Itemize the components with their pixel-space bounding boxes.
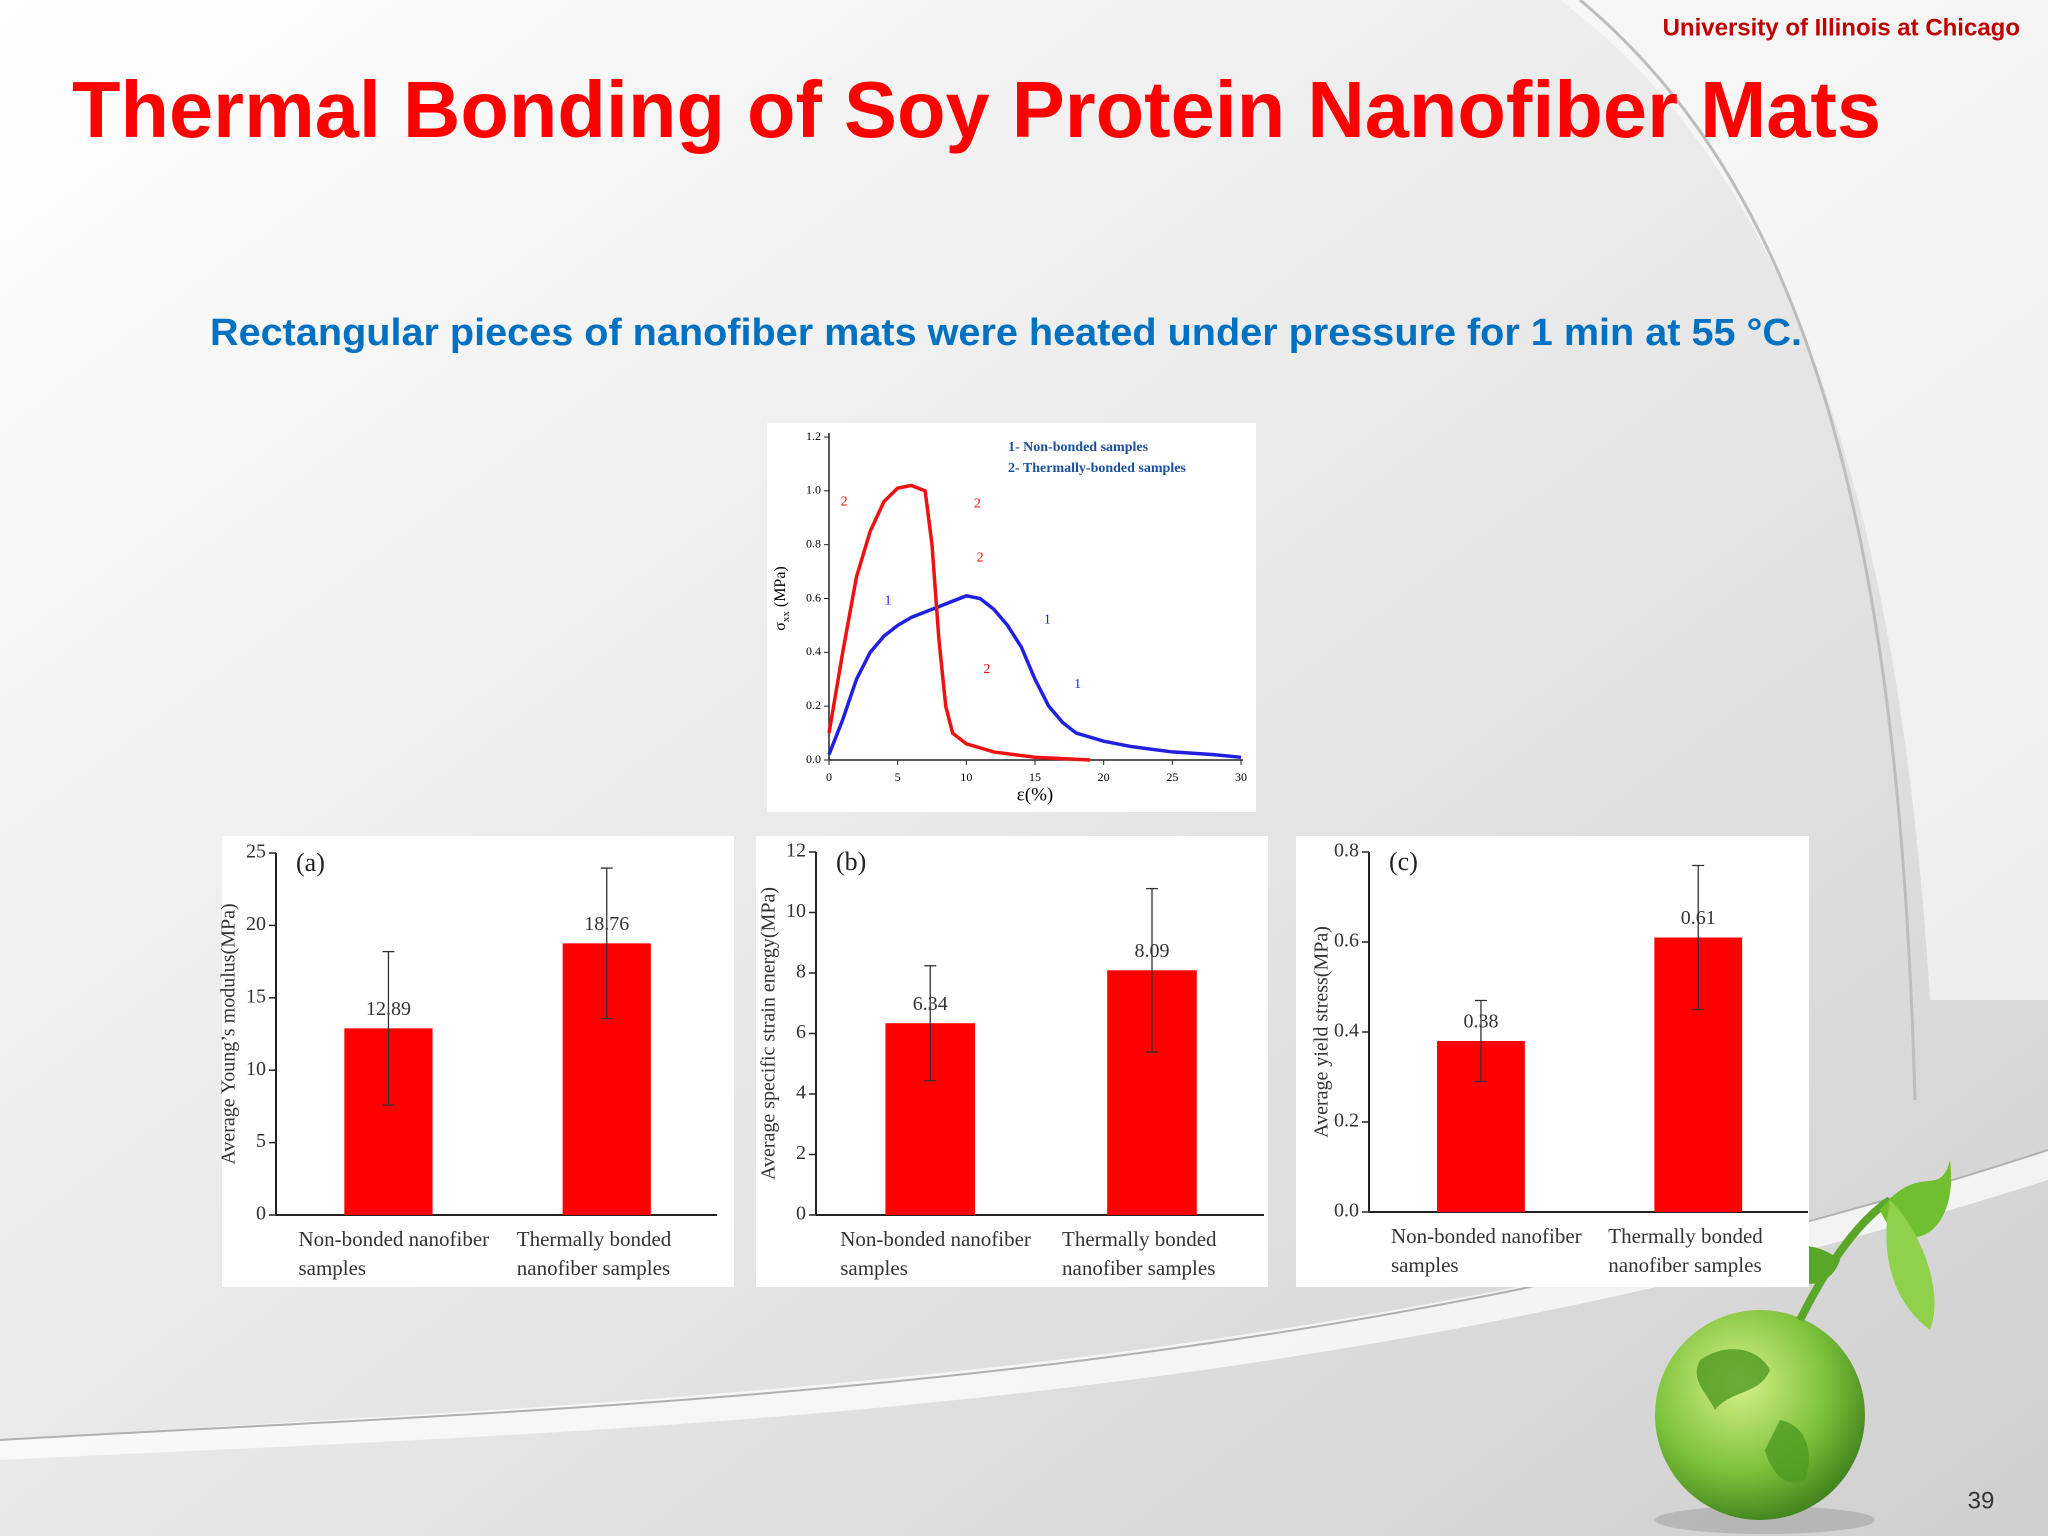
y-axis-label-unit: (MPa) — [772, 566, 789, 607]
slide-subtitle: Rectangular pieces of nanofiber mats wer… — [210, 312, 1802, 354]
x-tick-label: Thermally bonded nanofiber samples — [1608, 1224, 1763, 1278]
panel-label: (a) — [296, 848, 325, 877]
legend-label: 1- Non-bonded samples — [1008, 440, 1149, 455]
y-tick-label: 15 — [246, 985, 266, 1007]
y-axis-label-symbol: σ — [772, 622, 789, 631]
y-tick-label: 0.0 — [1334, 1200, 1359, 1222]
line-series — [827, 483, 1091, 762]
y-tick-label: 5 — [256, 1130, 266, 1152]
value-label: 18.76 — [584, 913, 629, 935]
y-tick-label: 6 — [796, 1021, 806, 1043]
y-axis-label: Average yield stress(MPa) — [1311, 926, 1333, 1138]
y-tick-label: 12 — [786, 840, 806, 862]
y-tick-label: 8 — [796, 961, 806, 983]
x-tick-label: Non-bonded nanofiber samples — [1390, 1224, 1582, 1278]
y-axis-label-subscript: xx — [780, 611, 792, 623]
x-tick-label: 25 — [1166, 770, 1178, 784]
x-tick-label: 20 — [1098, 770, 1110, 784]
y-tick-label: 20 — [246, 913, 266, 935]
y-tick-label: 0.2 — [806, 698, 821, 712]
page-number: 39 — [1968, 1487, 1995, 1514]
y-tick-label: 2 — [796, 1142, 806, 1164]
y-axis-label: σxx (MPa) — [772, 566, 792, 631]
chart-panel — [222, 836, 734, 1287]
panel-label: (b) — [836, 847, 866, 876]
curve-label: 2 — [977, 550, 984, 565]
swoosh — [1560, 0, 2048, 1000]
legend-label: 2- Thermally-bonded samples — [1008, 461, 1186, 476]
y-tick-label: 10 — [786, 900, 806, 922]
x-tick-label: 30 — [1235, 770, 1247, 784]
y-tick-label: 4 — [796, 1082, 806, 1104]
value-label: 6.34 — [913, 993, 948, 1015]
value-label: 0.38 — [1463, 1011, 1498, 1033]
institution: University of Illinois at Chicago — [1663, 14, 2020, 41]
x-axis-label: ε(%) — [1017, 784, 1053, 805]
x-tick-label: 10 — [960, 770, 972, 784]
x-tick-label: Thermally bonded nanofiber samples — [516, 1227, 672, 1281]
curve-label: 1 — [885, 593, 892, 608]
x-tick-label: Non-bonded nanofiber samples — [298, 1227, 490, 1281]
y-tick-label: 0 — [796, 1203, 806, 1225]
value-label: 12.89 — [366, 998, 411, 1020]
y-tick-label: 0.8 — [806, 536, 821, 550]
value-label: 0.61 — [1681, 907, 1716, 929]
line-series — [827, 593, 1242, 760]
y-tick-label: 1.0 — [806, 483, 821, 497]
y-axis-label: Average specific strain energy(MPa) — [758, 887, 780, 1180]
y-tick-label: 0.6 — [1334, 930, 1359, 952]
y-tick-label: 0.4 — [1334, 1020, 1359, 1042]
x-tick-label: Thermally bonded nanofiber samples — [1062, 1227, 1217, 1281]
x-tick-label: Non-bonded nanofiber samples — [840, 1227, 1031, 1281]
panel-label: (c) — [1389, 847, 1418, 876]
x-tick-label: 15 — [1029, 770, 1041, 784]
curve-label: 1 — [1044, 612, 1051, 627]
x-tick-label: 5 — [895, 770, 901, 784]
swoosh-line — [1579, 0, 1917, 1101]
y-tick-label: 1.2 — [806, 429, 821, 443]
slide-title: Thermal Bonding of Soy Protein Nanofiber… — [72, 65, 1881, 154]
curve-label: 1 — [1074, 677, 1081, 692]
curve-label: 2 — [974, 497, 981, 512]
y-tick-label: 10 — [246, 1058, 266, 1080]
x-tick-label: 0 — [826, 770, 832, 784]
y-tick-label: 25 — [246, 841, 266, 863]
y-tick-label: 0.2 — [1334, 1110, 1359, 1132]
value-label: 8.09 — [1135, 940, 1170, 962]
y-tick-label: 0.0 — [806, 752, 821, 766]
y-tick-label: 0 — [256, 1203, 266, 1225]
y-axis-label: Average Young’s modulus(MPa) — [218, 903, 240, 1164]
y-tick-label: 0.4 — [806, 644, 821, 658]
curve-label: 2 — [983, 662, 990, 677]
y-tick-label: 0.8 — [1334, 840, 1359, 862]
curve-label: 2 — [841, 495, 848, 510]
y-tick-label: 0.6 — [806, 590, 821, 604]
